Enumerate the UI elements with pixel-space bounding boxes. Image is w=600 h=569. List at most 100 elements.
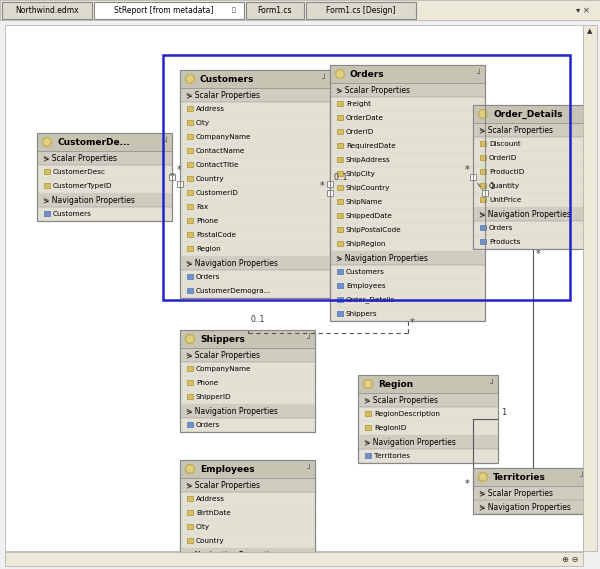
Bar xyxy=(37,133,172,221)
Text: Customers: Customers xyxy=(200,75,254,84)
Circle shape xyxy=(185,464,194,473)
Bar xyxy=(180,70,330,298)
Text: Quantity: Quantity xyxy=(489,183,520,189)
FancyBboxPatch shape xyxy=(187,510,193,515)
Text: *: * xyxy=(170,172,175,182)
Text: City: City xyxy=(196,120,210,126)
FancyBboxPatch shape xyxy=(337,129,343,134)
Bar xyxy=(163,55,570,300)
FancyBboxPatch shape xyxy=(337,269,343,274)
Text: ┘: ┘ xyxy=(306,464,311,473)
Bar xyxy=(180,330,315,348)
Text: ⋟ Navigation Properties: ⋟ Navigation Properties xyxy=(336,254,428,262)
Text: ShipRegion: ShipRegion xyxy=(346,241,386,247)
FancyBboxPatch shape xyxy=(187,246,193,251)
Bar xyxy=(37,133,172,221)
FancyBboxPatch shape xyxy=(187,232,193,237)
Text: ⋟ Scalar Properties: ⋟ Scalar Properties xyxy=(186,90,260,100)
Text: Orders: Orders xyxy=(196,422,220,428)
FancyBboxPatch shape xyxy=(187,148,193,153)
Bar xyxy=(180,460,315,478)
Text: ⋟ Scalar Properties: ⋟ Scalar Properties xyxy=(364,395,438,405)
FancyBboxPatch shape xyxy=(480,183,486,188)
Text: PostalCode: PostalCode xyxy=(196,232,236,238)
FancyBboxPatch shape xyxy=(187,496,193,501)
Bar xyxy=(473,500,588,514)
Bar xyxy=(330,83,485,97)
Bar xyxy=(37,151,172,165)
Text: CustomerTypeID: CustomerTypeID xyxy=(53,183,113,189)
Text: OrderID: OrderID xyxy=(346,129,374,135)
Bar xyxy=(473,123,593,137)
FancyBboxPatch shape xyxy=(44,183,50,188)
Bar xyxy=(473,105,593,123)
Text: Country: Country xyxy=(196,176,224,182)
Text: ┘: ┘ xyxy=(489,380,494,389)
Text: Orders: Orders xyxy=(350,69,385,79)
FancyBboxPatch shape xyxy=(187,204,193,209)
Text: ShipperID: ShipperID xyxy=(196,394,232,400)
Text: ⋟ Scalar Properties: ⋟ Scalar Properties xyxy=(186,351,260,360)
Bar xyxy=(473,207,593,221)
Text: ProductID: ProductID xyxy=(489,169,524,175)
FancyBboxPatch shape xyxy=(365,453,371,458)
Bar xyxy=(180,460,315,562)
Circle shape xyxy=(479,472,487,481)
Text: ┘: ┘ xyxy=(579,472,584,481)
Text: ShipAddress: ShipAddress xyxy=(346,157,391,163)
Text: Phone: Phone xyxy=(196,380,218,386)
FancyBboxPatch shape xyxy=(187,106,193,111)
FancyBboxPatch shape xyxy=(480,155,486,160)
Text: ▲: ▲ xyxy=(587,28,593,34)
Text: Customers: Customers xyxy=(346,269,385,275)
Text: ShipCountry: ShipCountry xyxy=(346,185,391,191)
Bar xyxy=(37,193,172,207)
Text: CustomerDe...: CustomerDe... xyxy=(57,138,130,146)
Text: ⋟ Scalar Properties: ⋟ Scalar Properties xyxy=(336,85,410,94)
FancyBboxPatch shape xyxy=(187,176,193,181)
Circle shape xyxy=(364,380,373,389)
Text: OrderID: OrderID xyxy=(489,155,517,161)
Text: OrderDate: OrderDate xyxy=(346,115,384,121)
FancyBboxPatch shape xyxy=(337,213,343,218)
Text: ShipName: ShipName xyxy=(346,199,383,205)
Bar xyxy=(473,105,593,249)
Bar xyxy=(180,548,315,562)
Text: BirthDate: BirthDate xyxy=(196,510,231,516)
Bar xyxy=(473,468,588,514)
Bar xyxy=(180,88,330,102)
Text: *: * xyxy=(409,318,414,328)
Text: ⋟ Navigation Properties: ⋟ Navigation Properties xyxy=(364,438,456,447)
Text: ⋟ Scalar Properties: ⋟ Scalar Properties xyxy=(479,126,553,134)
Bar xyxy=(94,2,244,19)
FancyBboxPatch shape xyxy=(480,169,486,174)
Bar xyxy=(330,65,485,321)
Text: *: * xyxy=(320,181,325,191)
Bar xyxy=(473,468,588,486)
Bar xyxy=(583,25,597,551)
Bar xyxy=(358,375,498,463)
Text: ShippedDate: ShippedDate xyxy=(346,213,393,219)
Text: *: * xyxy=(465,479,470,489)
FancyBboxPatch shape xyxy=(480,239,486,244)
Circle shape xyxy=(187,466,193,472)
Text: City: City xyxy=(196,524,210,530)
FancyBboxPatch shape xyxy=(337,171,343,176)
Text: RegionID: RegionID xyxy=(374,425,406,431)
Text: Employees: Employees xyxy=(346,283,386,289)
Text: ContactTitle: ContactTitle xyxy=(196,162,239,168)
FancyBboxPatch shape xyxy=(480,225,486,230)
FancyBboxPatch shape xyxy=(337,297,343,302)
Text: Address: Address xyxy=(196,496,225,502)
FancyBboxPatch shape xyxy=(44,211,50,216)
Text: ┘: ┘ xyxy=(321,75,326,84)
Text: ┘: ┘ xyxy=(306,335,311,344)
Text: ⋟ Navigation Properties: ⋟ Navigation Properties xyxy=(186,406,278,415)
Bar xyxy=(180,330,315,432)
Circle shape xyxy=(43,138,52,146)
Text: ┘: ┘ xyxy=(476,69,481,79)
Text: ┘: ┘ xyxy=(584,109,589,118)
Bar xyxy=(330,65,485,83)
FancyBboxPatch shape xyxy=(187,134,193,139)
Text: Orders: Orders xyxy=(196,274,220,280)
